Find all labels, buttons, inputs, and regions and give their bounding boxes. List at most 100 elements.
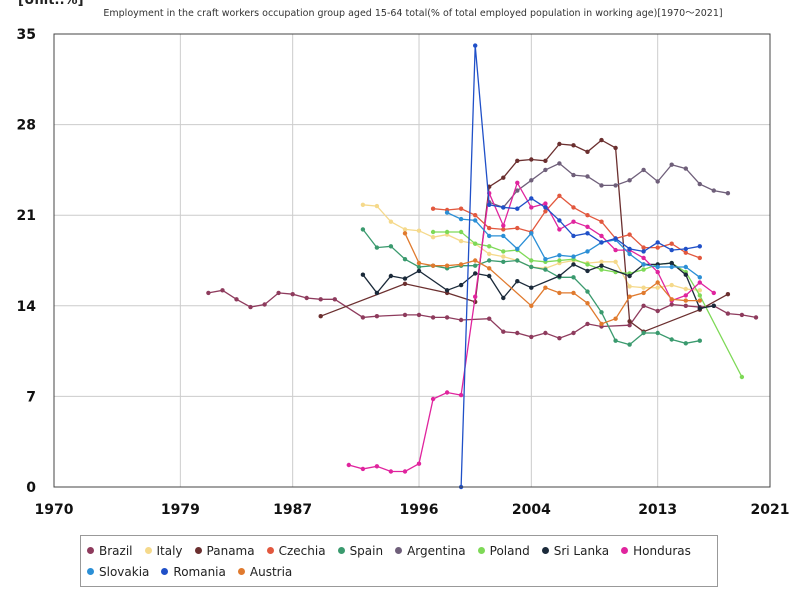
data-point bbox=[444, 263, 450, 268]
legend-item[interactable]: Romania bbox=[161, 561, 226, 582]
legend-item[interactable]: Austria bbox=[237, 561, 293, 582]
data-point bbox=[669, 297, 674, 302]
data-point bbox=[571, 233, 576, 239]
data-point bbox=[627, 319, 632, 324]
unit-label: [Unit:.%] bbox=[18, 0, 84, 8]
x-tick-label: 2013 bbox=[638, 502, 677, 518]
data-point bbox=[402, 231, 408, 236]
data-point bbox=[669, 264, 674, 270]
data-point bbox=[697, 293, 702, 298]
data-point bbox=[430, 206, 436, 211]
data-point bbox=[557, 336, 562, 341]
data-point bbox=[416, 260, 422, 266]
legend-item[interactable]: Spain bbox=[337, 540, 383, 561]
legend-label: Slovakia bbox=[99, 564, 150, 579]
data-point bbox=[599, 219, 604, 224]
chart-legend: Brazil Italy Panama Czechia Spain Argentina Po… bbox=[80, 535, 718, 587]
data-point bbox=[585, 213, 590, 218]
data-point bbox=[501, 259, 506, 264]
data-point bbox=[585, 301, 590, 306]
legend-item[interactable]: Brazil bbox=[87, 540, 133, 561]
legend-marker-icon bbox=[144, 547, 152, 554]
data-point bbox=[641, 290, 646, 296]
y-tick-label: 35 bbox=[17, 27, 36, 43]
series-argentina bbox=[487, 161, 731, 210]
legend-item[interactable]: Sri Lanka bbox=[541, 540, 609, 561]
data-point bbox=[585, 268, 590, 274]
data-point bbox=[543, 285, 548, 290]
series-honduras bbox=[346, 180, 716, 474]
data-point bbox=[220, 288, 225, 293]
data-point bbox=[557, 290, 562, 296]
data-point bbox=[416, 312, 422, 318]
data-point bbox=[543, 201, 548, 206]
data-point bbox=[641, 245, 646, 250]
x-tick-label: 1996 bbox=[400, 502, 439, 518]
series-line bbox=[488, 162, 729, 209]
data-point bbox=[641, 330, 646, 336]
legend-item[interactable]: Poland bbox=[477, 540, 530, 561]
data-point bbox=[374, 464, 380, 469]
data-point bbox=[402, 257, 408, 262]
data-point bbox=[655, 285, 660, 290]
data-point bbox=[711, 303, 716, 308]
data-point bbox=[641, 267, 646, 272]
series-romania bbox=[458, 43, 702, 490]
data-point bbox=[374, 203, 380, 209]
data-point bbox=[487, 266, 492, 271]
legend-item[interactable]: Honduras bbox=[621, 540, 691, 561]
data-point bbox=[543, 330, 548, 336]
data-point bbox=[501, 227, 506, 232]
data-point bbox=[739, 374, 745, 380]
data-point bbox=[402, 276, 408, 281]
data-point bbox=[585, 262, 590, 267]
data-point bbox=[669, 302, 674, 307]
series-line bbox=[208, 289, 757, 339]
data-point bbox=[725, 311, 731, 316]
data-point bbox=[627, 284, 632, 289]
data-point bbox=[599, 233, 604, 239]
data-point bbox=[402, 281, 408, 286]
legend-item[interactable]: Italy bbox=[144, 540, 183, 561]
data-point bbox=[318, 314, 323, 319]
legend-item[interactable]: Panama bbox=[194, 540, 255, 561]
data-point bbox=[444, 390, 450, 395]
data-point bbox=[599, 137, 604, 143]
data-point bbox=[599, 310, 604, 315]
data-point bbox=[473, 294, 478, 299]
legend-label: Austria bbox=[249, 564, 293, 579]
data-point bbox=[501, 329, 506, 334]
data-point bbox=[529, 178, 534, 183]
data-point bbox=[613, 236, 618, 241]
legend-item[interactable]: Slovakia bbox=[87, 561, 149, 582]
legend-label: Italy bbox=[156, 543, 183, 558]
data-point bbox=[627, 178, 632, 183]
data-point bbox=[613, 247, 618, 253]
data-point bbox=[529, 205, 534, 210]
legend-marker-icon bbox=[541, 547, 549, 554]
data-point bbox=[683, 264, 688, 270]
data-point bbox=[669, 241, 674, 246]
legend-item[interactable]: Czechia bbox=[266, 540, 326, 561]
data-point bbox=[697, 181, 702, 187]
data-point bbox=[585, 174, 590, 179]
legend-marker-icon bbox=[237, 568, 245, 575]
data-point bbox=[487, 233, 492, 239]
data-point bbox=[627, 246, 632, 252]
legend-item[interactable]: Argentina bbox=[395, 540, 466, 561]
axis-ticks: 1970 1979 1987 1996 2004 2013 2021 0 7 14 21 28 35 bbox=[17, 27, 790, 518]
legend-marker-icon bbox=[395, 547, 403, 554]
y-tick-label: 7 bbox=[26, 389, 36, 405]
data-point bbox=[725, 292, 731, 297]
data-point bbox=[613, 316, 618, 321]
data-point bbox=[388, 273, 394, 279]
legend-marker-icon bbox=[194, 547, 202, 554]
legend-label: Brazil bbox=[99, 543, 133, 558]
data-point bbox=[304, 295, 309, 301]
y-tick-label: 21 bbox=[17, 208, 36, 224]
data-point bbox=[641, 255, 646, 261]
data-point bbox=[416, 228, 422, 233]
data-point bbox=[641, 249, 646, 254]
grid bbox=[53, 33, 771, 488]
data-point bbox=[458, 238, 464, 244]
